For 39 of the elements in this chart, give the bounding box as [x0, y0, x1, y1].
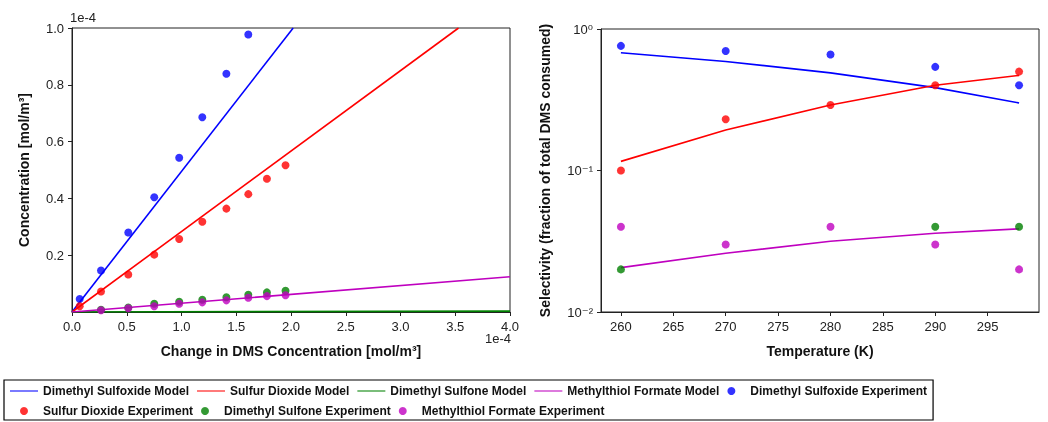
- y-axis-title: Selectivity (fraction of total DMS consumed): [536, 23, 553, 318]
- x-tick-label: 290: [924, 319, 947, 334]
- x-tick-label: 4.0: [500, 319, 520, 334]
- x-tick-label: 3.0: [391, 319, 410, 334]
- x-tick-label: 2.5: [336, 319, 355, 334]
- x-tick-label: 295: [976, 319, 999, 334]
- legend-label: Dimethyl Sulfone Experiment: [224, 404, 391, 418]
- x-tick-label: 1.0: [172, 319, 191, 334]
- legend-label: Dimethyl Sulfoxide Experiment: [750, 384, 928, 398]
- legend-label: Methylthiol Formate Experiment: [421, 404, 605, 418]
- y-tick-label: 10⁰: [573, 21, 593, 37]
- x-tick-label: 285: [872, 319, 894, 334]
- legend-label: Dimethyl Sulfoxide Model: [43, 384, 190, 398]
- x-tick-label: 270: [714, 319, 737, 334]
- x-tick-label: 0.5: [117, 319, 136, 334]
- y-axis-title: Concentration [mol/m³]: [15, 93, 32, 247]
- legend-label: Sulfur Dioxide Model: [230, 384, 350, 398]
- y-tick-label: 0.2: [45, 247, 64, 263]
- y-tick-label: 0.6: [45, 134, 64, 150]
- x-tick-label: 2.0: [281, 319, 301, 334]
- x-tick-label: 280: [819, 319, 842, 334]
- y-tick-label: 0.4: [45, 190, 64, 206]
- x-axis-title: Temperature (K): [766, 342, 874, 359]
- x-tick-label: 275: [767, 319, 789, 334]
- legend-label: Dimethyl Sulfone Model: [390, 384, 527, 398]
- x-tick-label: 0.0: [62, 319, 82, 334]
- y-tick-label: 0.8: [45, 77, 64, 93]
- x-tick-label: 260: [610, 319, 632, 334]
- x-axis-title: Change in DMS Concentration [mol/m³]: [160, 342, 422, 359]
- y-tick-label: 10⁻¹: [567, 163, 594, 178]
- y-tick-label: 1.0: [45, 20, 64, 36]
- text: 1e-4: [70, 10, 97, 25]
- x-tick-label: 3.5: [446, 319, 465, 334]
- x-tick-label: 265: [662, 319, 685, 334]
- legend-label: Sulfur Dioxide Experiment: [43, 404, 194, 418]
- text: 1e-4: [485, 331, 512, 346]
- x-tick-label: 1.5: [227, 319, 246, 334]
- y-tick-label: 10⁻²: [567, 304, 594, 320]
- legend-label: Methylthiol Formate Model: [567, 384, 720, 398]
